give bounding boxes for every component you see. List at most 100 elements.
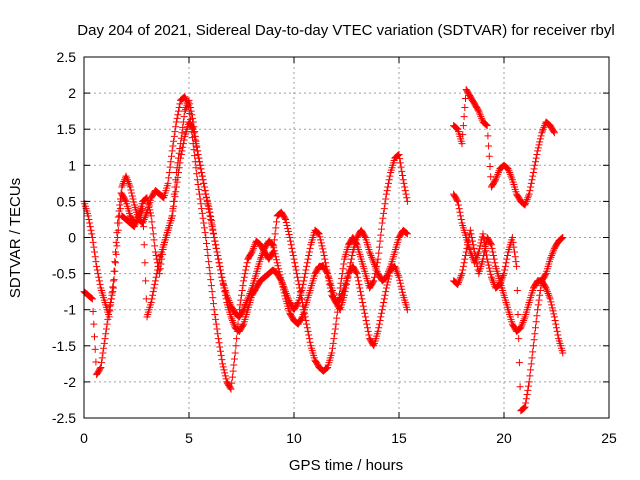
data-point xyxy=(107,298,115,306)
data-point xyxy=(401,183,409,191)
data-point xyxy=(190,129,198,137)
data-point xyxy=(133,217,140,225)
data-point xyxy=(170,190,178,198)
data-point xyxy=(202,190,210,198)
data-point xyxy=(488,244,496,252)
data-point xyxy=(290,255,298,263)
data-point xyxy=(353,270,361,278)
data-point xyxy=(189,114,196,122)
data-point xyxy=(375,249,383,257)
data-point xyxy=(328,349,336,357)
data-point xyxy=(159,246,167,254)
data-point xyxy=(475,248,483,256)
data-point xyxy=(509,238,517,246)
data-point xyxy=(371,262,379,270)
data-point xyxy=(536,135,544,143)
data-point xyxy=(200,183,208,191)
data-point xyxy=(526,372,534,380)
data-point xyxy=(242,300,250,308)
data-point xyxy=(91,333,98,341)
data-point xyxy=(484,258,492,266)
data-point xyxy=(535,141,543,149)
data-point xyxy=(109,277,117,285)
data-point xyxy=(155,266,163,274)
data-point xyxy=(192,164,200,172)
data-point xyxy=(158,250,166,258)
data-point xyxy=(249,246,257,254)
data-point xyxy=(361,309,369,317)
data-point xyxy=(553,324,560,332)
data-point xyxy=(490,279,497,287)
data-point xyxy=(175,104,183,112)
data-point xyxy=(291,259,299,267)
data-point xyxy=(329,344,336,352)
data-point xyxy=(361,232,369,240)
data-point xyxy=(212,241,220,249)
data-point xyxy=(191,152,199,160)
data-point xyxy=(482,247,490,255)
data-point xyxy=(228,379,236,387)
y-tick-label: -1 xyxy=(64,302,77,318)
data-point xyxy=(289,248,297,256)
data-point xyxy=(201,229,209,237)
data-point xyxy=(533,312,541,320)
data-point xyxy=(203,193,210,201)
data-point xyxy=(175,154,182,162)
data-point xyxy=(519,318,527,326)
data-point xyxy=(124,178,132,186)
data-point xyxy=(277,274,285,282)
data-point xyxy=(168,152,175,160)
data-point xyxy=(485,152,493,160)
data-point xyxy=(458,140,466,148)
data-point xyxy=(380,295,388,303)
data-point xyxy=(370,277,378,285)
data-point xyxy=(375,243,383,251)
data-point xyxy=(403,230,411,238)
data-point xyxy=(128,192,136,200)
data-point xyxy=(373,266,381,274)
data-point xyxy=(546,293,553,301)
data-point xyxy=(240,273,248,281)
data-point xyxy=(90,320,98,328)
data-point xyxy=(476,242,484,250)
data-point xyxy=(385,179,392,187)
data-point xyxy=(532,158,539,166)
data-point xyxy=(396,155,404,163)
data-point xyxy=(368,253,376,261)
data-point xyxy=(152,252,160,260)
data-point xyxy=(317,239,325,247)
data-point xyxy=(524,386,532,394)
data-point xyxy=(210,306,218,314)
data-point xyxy=(548,250,556,258)
data-point xyxy=(403,197,411,205)
data-point xyxy=(471,257,479,265)
data-point xyxy=(125,179,133,187)
data-point xyxy=(270,236,278,244)
data-point xyxy=(497,279,504,287)
data-point xyxy=(384,183,392,191)
data-point xyxy=(168,147,176,155)
data-point xyxy=(181,107,189,115)
data-point xyxy=(186,100,194,108)
data-point xyxy=(250,243,258,251)
data-point xyxy=(144,197,152,205)
data-point xyxy=(314,229,322,237)
data-point xyxy=(291,262,299,270)
data-point xyxy=(382,195,390,203)
data-point xyxy=(191,128,199,136)
data-point xyxy=(271,250,279,258)
data-point xyxy=(205,205,213,213)
data-point xyxy=(523,391,531,399)
data-point xyxy=(242,262,250,270)
data-point xyxy=(298,284,306,292)
data-point xyxy=(315,230,323,238)
data-point xyxy=(323,268,331,276)
data-point xyxy=(148,295,156,303)
data-point xyxy=(92,358,100,366)
data-point xyxy=(106,302,114,310)
series-track-e xyxy=(450,85,558,209)
data-point xyxy=(485,142,493,150)
data-point xyxy=(191,132,199,140)
data-point xyxy=(245,293,252,301)
y-tick-label: 0 xyxy=(68,230,76,246)
